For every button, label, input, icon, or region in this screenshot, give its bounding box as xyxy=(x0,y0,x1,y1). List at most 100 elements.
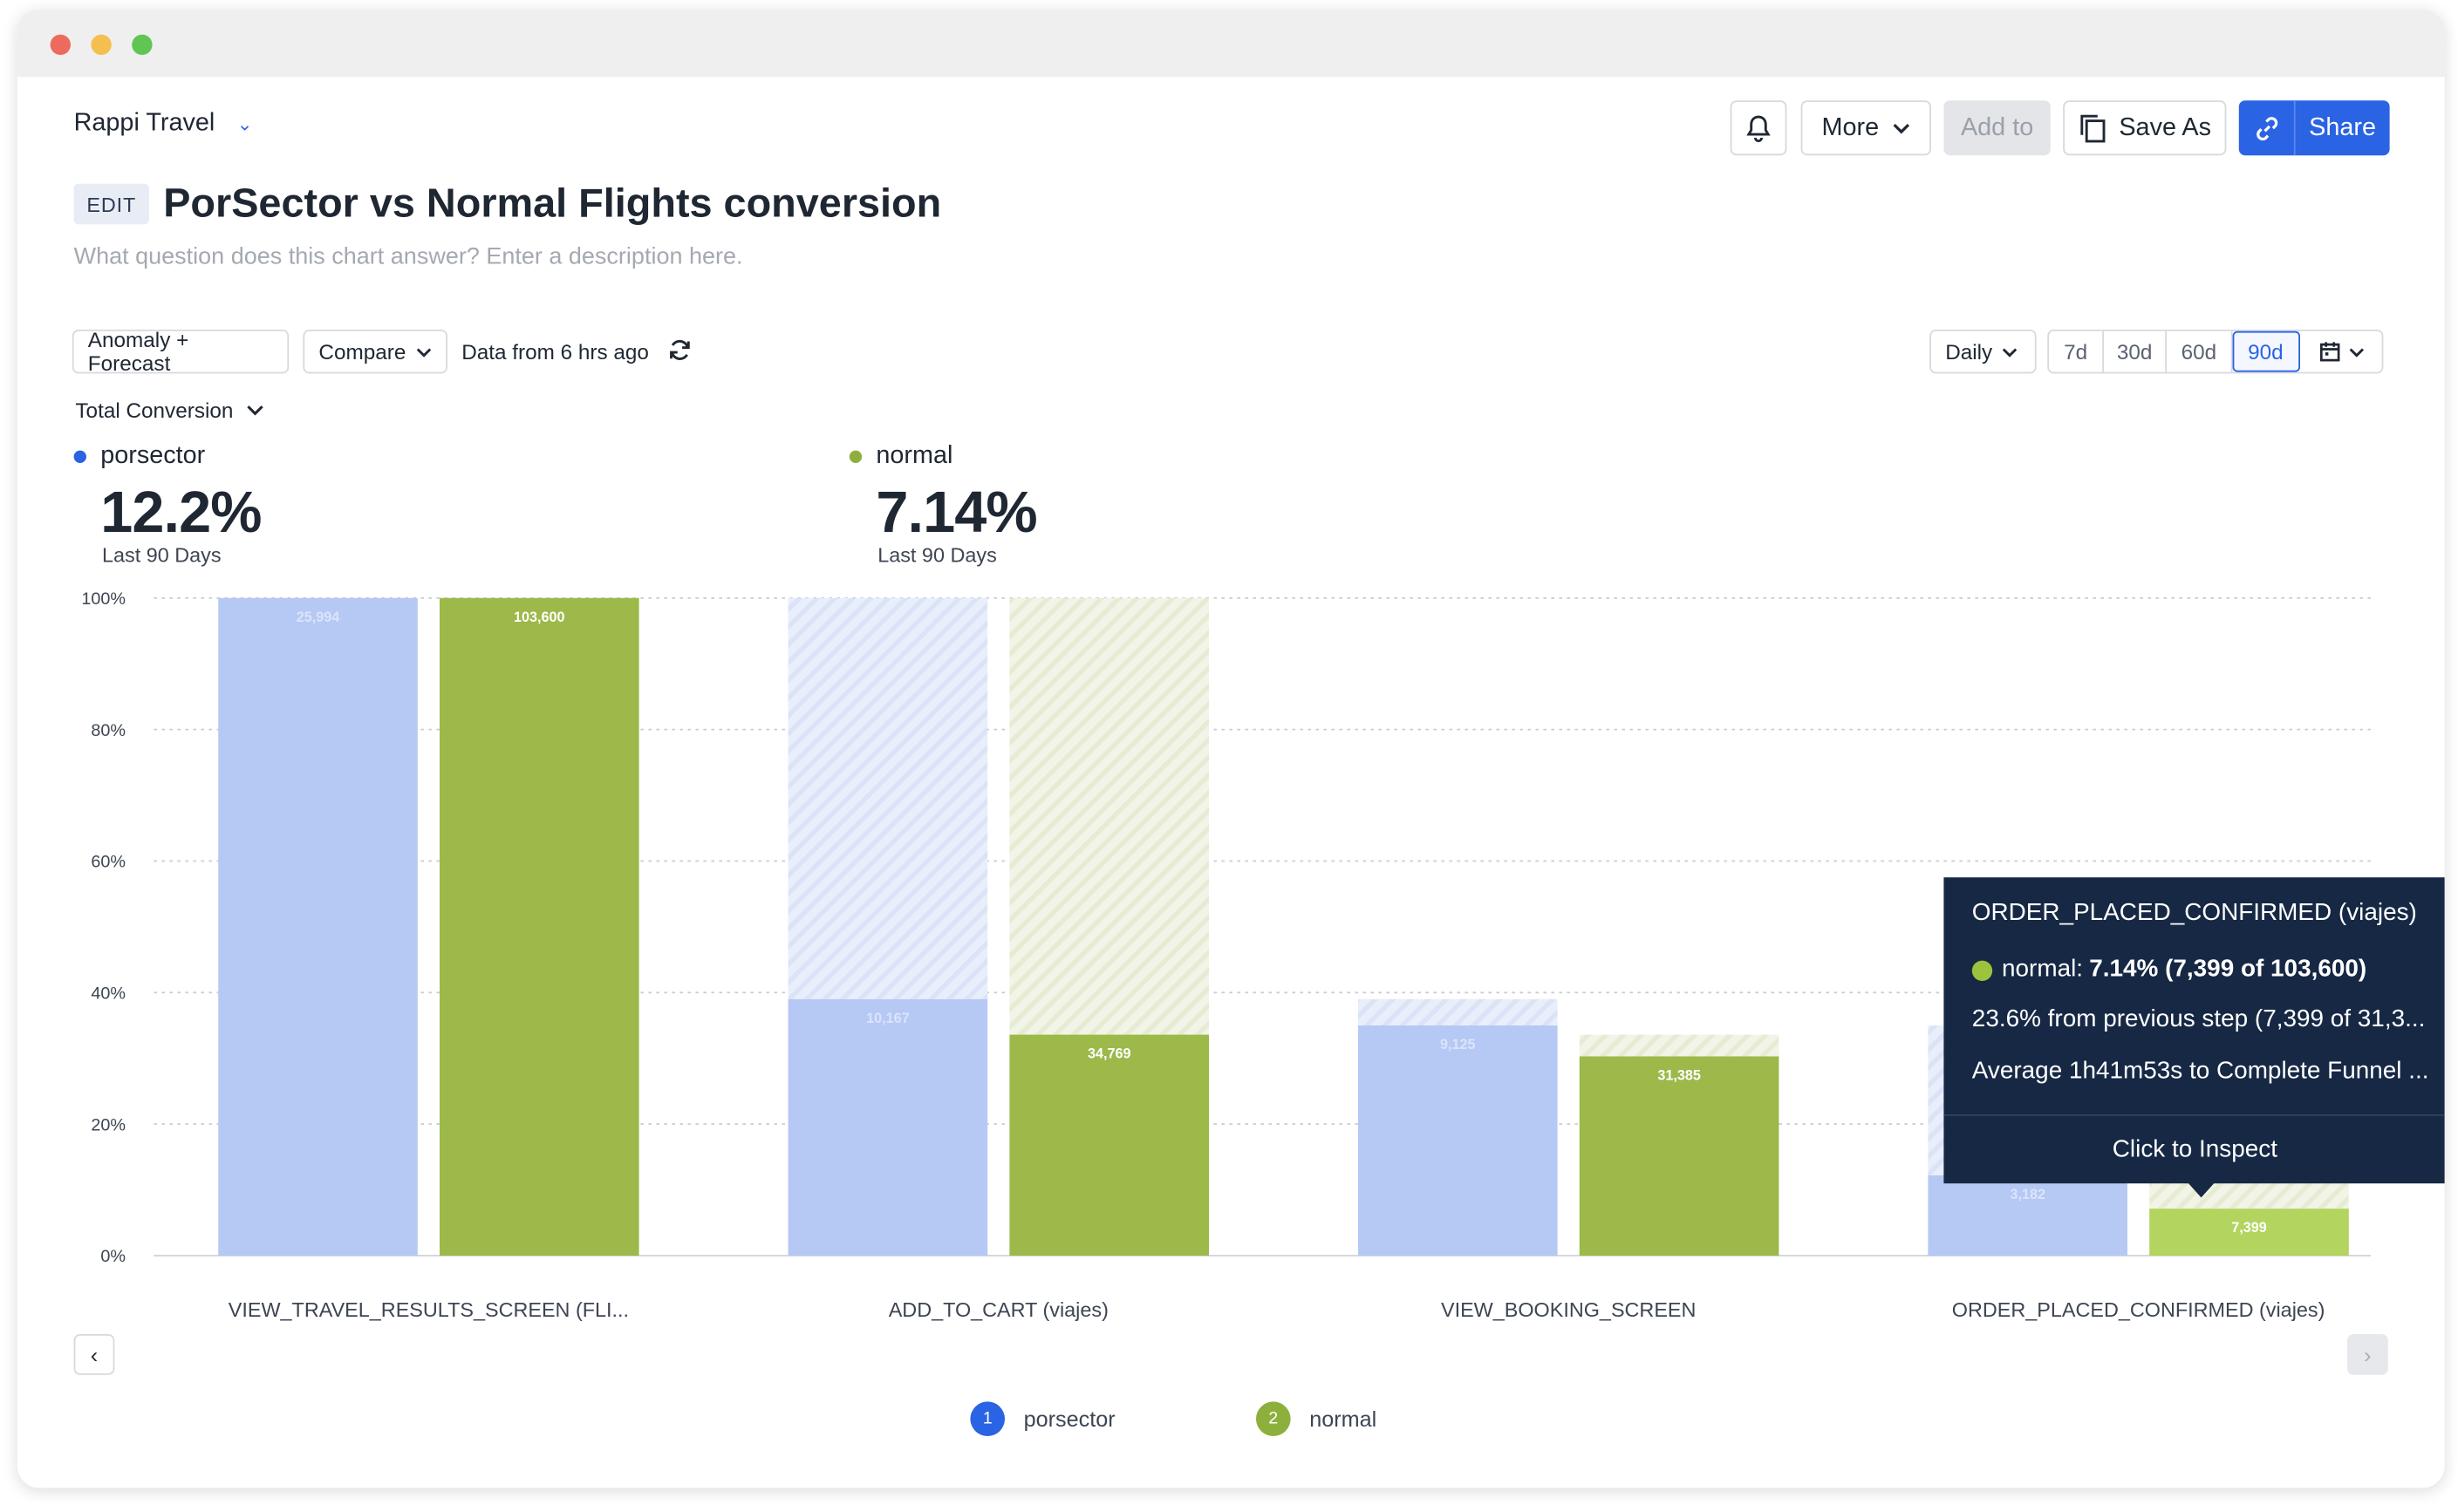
link-icon[interactable] xyxy=(2239,100,2296,156)
inspect-button[interactable]: Click to Inspect xyxy=(2112,1136,2277,1163)
range-selector: 7d 30d 60d 90d xyxy=(2047,330,2384,374)
range-60d[interactable]: 60d xyxy=(2167,330,2233,372)
tooltip-avg-time: Average 1h41m53s to Complete Funnel ... xyxy=(1971,1058,2429,1085)
add-to-button[interactable]: Add to xyxy=(1943,100,2051,156)
normal-dropoff-bar[interactable] xyxy=(1579,1034,1779,1057)
tooltip-pointer xyxy=(2187,1182,2216,1198)
summary-name: normal xyxy=(876,442,953,470)
summary-legend-normal: normal xyxy=(849,442,953,471)
calendar-icon xyxy=(2319,342,2339,362)
normal-dropoff-bar[interactable] xyxy=(1009,597,1209,1035)
legend-number: 2 xyxy=(1256,1401,1291,1436)
next-page-button[interactable]: › xyxy=(2347,1334,2388,1375)
x-tick-label: ADD_TO_CART (viajes) xyxy=(889,1298,1109,1321)
chart-tooltip[interactable]: ORDER_PLACED_CONFIRMED (viajes) normal: … xyxy=(1943,877,2445,1198)
summary-period: Last 90 Days xyxy=(877,542,997,567)
browser-window: Rappi Travel ⌄ More Add to Save As Share… xyxy=(17,9,2445,1488)
save-as-label: Save As xyxy=(2119,113,2212,141)
summary-legend-porsector: porsector xyxy=(73,442,206,471)
porsector-bar[interactable] xyxy=(1358,1025,1558,1256)
porsector-dot xyxy=(73,450,86,463)
save-as-button[interactable]: Save As xyxy=(2063,100,2227,156)
normal-dot xyxy=(1971,959,1993,981)
bar-value-label: 9,125 xyxy=(1440,1037,1476,1052)
tooltip-prev-step: 23.6% from previous step (7,399 of 31,3.… xyxy=(1971,1005,2426,1033)
range-7d[interactable]: 7d xyxy=(2049,330,2104,372)
minimize-window-button[interactable] xyxy=(91,34,112,55)
legend-label: normal xyxy=(1309,1406,1377,1432)
x-tick-label: VIEW_BOOKING_SCREEN xyxy=(1441,1298,1696,1321)
summary-value-porsector: 12.2% xyxy=(100,480,262,545)
more-button[interactable]: More xyxy=(1800,100,1931,156)
chart-bars[interactable]: 25,994 103,600 10,167 34,769 9,125 31,385 3,18… xyxy=(218,597,2349,1256)
normal-bar[interactable] xyxy=(2149,1209,2349,1256)
tooltip-title: ORDER_PLACED_CONFIRMED (viajes) xyxy=(1971,899,2417,926)
bar-value-label: 10,167 xyxy=(866,1011,910,1026)
data-freshness: Data from 6 hrs ago xyxy=(461,330,649,374)
chevron-down-icon xyxy=(1893,123,1909,133)
window-titlebar xyxy=(17,9,2445,78)
x-tick-label: VIEW_TRAVEL_RESULTS_SCREEN (FLI... xyxy=(229,1298,629,1321)
share-label: Share xyxy=(2309,113,2377,141)
normal-dot xyxy=(849,450,863,463)
summary-value-normal: 7.14% xyxy=(876,480,1037,545)
tooltip-series-label: normal: xyxy=(2002,956,2084,983)
metric-label: Total Conversion xyxy=(75,398,234,423)
chart-x-labels: VIEW_TRAVEL_RESULTS_SCREEN (FLI... ADD_TO… xyxy=(229,1298,2325,1321)
interval-dropdown[interactable]: Daily xyxy=(1929,330,2037,374)
anomaly-forecast-button[interactable]: Anomaly + Forecast xyxy=(72,328,290,376)
maximize-window-button[interactable] xyxy=(132,34,153,55)
funnel-chart[interactable]: 0% 20% 40% 60% 80% 100% 25,994 103,600 10,167 34… xyxy=(17,10,2445,1359)
porsector-bar[interactable] xyxy=(1928,1175,2127,1256)
refresh-icon[interactable] xyxy=(667,337,693,371)
porsector-bar[interactable] xyxy=(788,998,988,1256)
y-tick-label: 80% xyxy=(91,721,126,740)
bar-value-label: 34,769 xyxy=(1088,1046,1131,1062)
interval-label: Daily xyxy=(1945,339,1993,364)
chevron-down-icon: ⌄ xyxy=(236,112,253,135)
more-label: More xyxy=(1821,113,1880,141)
compare-dropdown[interactable]: Compare xyxy=(303,330,447,374)
summary-period: Last 90 Days xyxy=(102,542,222,567)
tooltip-series-row: normal: 7.14% (7,399 of 103,600) xyxy=(1971,956,2367,984)
y-tick-label: 20% xyxy=(91,1115,126,1134)
legend-number: 1 xyxy=(970,1401,1005,1436)
normal-bar[interactable] xyxy=(1579,1056,1779,1256)
porsector-bar[interactable] xyxy=(218,597,418,1256)
normal-bar[interactable] xyxy=(1009,1034,1209,1256)
porsector-dropoff-bar[interactable] xyxy=(1358,998,1558,1026)
bar-value-label: 7,399 xyxy=(2231,1220,2267,1236)
legend-item-porsector[interactable]: 1 porsector xyxy=(970,1401,1116,1436)
close-window-button[interactable] xyxy=(50,34,71,55)
alert-bell-button[interactable] xyxy=(1730,100,1787,156)
x-tick-label: ORDER_PLACED_CONFIRMED (viajes) xyxy=(1952,1298,2325,1321)
bar-value-label: 25,994 xyxy=(297,610,340,625)
bar-value-label: 31,385 xyxy=(1657,1067,1701,1083)
y-tick-label: 0% xyxy=(100,1247,126,1266)
legend-item-normal[interactable]: 2 normal xyxy=(1256,1401,1376,1436)
legend-label: porsector xyxy=(1023,1406,1116,1432)
normal-bar[interactable] xyxy=(440,597,639,1256)
range-30d[interactable]: 30d xyxy=(2104,330,2167,372)
metric-selector[interactable]: Total Conversion xyxy=(75,398,263,422)
project-selector[interactable]: Rappi Travel ⌄ xyxy=(74,110,253,138)
edit-badge[interactable]: EDIT xyxy=(73,183,149,225)
prev-page-button[interactable]: ‹ xyxy=(73,1334,115,1375)
summary-name: porsector xyxy=(100,442,206,470)
range-90d[interactable]: 90d xyxy=(2232,330,2300,372)
y-tick-label: 40% xyxy=(91,984,126,1004)
custom-date-button[interactable] xyxy=(2300,331,2382,372)
bar-value-label: 3,182 xyxy=(2010,1187,2045,1202)
tooltip-series-value: 7.14% (7,399 of 103,600) xyxy=(2089,956,2367,983)
y-tick-label: 100% xyxy=(81,589,126,609)
chevron-down-icon xyxy=(246,405,263,416)
porsector-dropoff-bar[interactable] xyxy=(788,597,988,999)
page-title[interactable]: PorSector vs Normal Flights conversion xyxy=(163,179,942,227)
description-input[interactable]: What question does this chart answer? En… xyxy=(73,243,743,270)
chevron-down-icon xyxy=(2002,347,2018,357)
y-tick-label: 60% xyxy=(91,853,126,872)
chevron-down-icon xyxy=(2348,347,2364,357)
share-button[interactable]: Share xyxy=(2238,100,2390,156)
bar-value-label: 103,600 xyxy=(514,610,565,625)
anomaly-forecast-label: Anomaly + Forecast xyxy=(87,328,189,376)
